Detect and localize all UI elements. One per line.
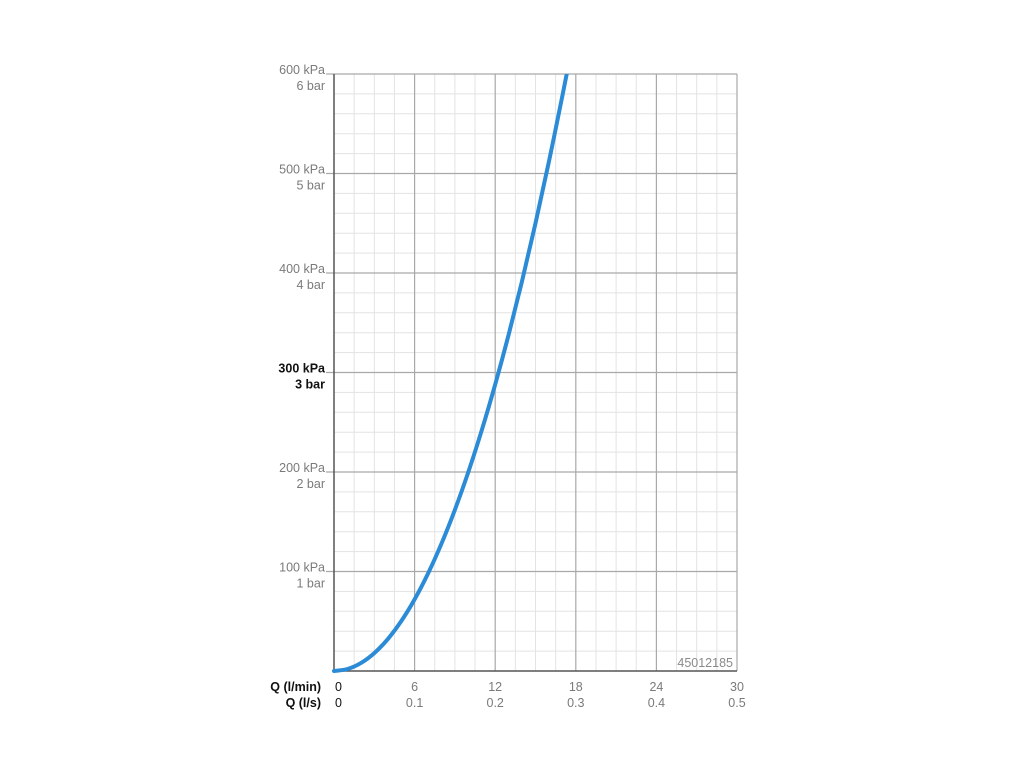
y-tick-label-kpa: 100 kPa [279,561,325,575]
x-tick-label-lmin: 30 [730,680,744,694]
flow-curve-line [332,74,569,673]
major-grid [326,74,737,671]
x-axis-title-ls: Q (l/s) [286,696,321,710]
y-tick-label-bar: 1 bar [297,577,326,591]
x-axis-labels: Q (l/min) Q (l/s) 0 0 6 0.1 12 0.2 18 0.3 24 0.4 30 0… [270,680,745,710]
y-tick-label-bar: 3 bar [295,378,325,392]
x-tick-label-lmin: 24 [649,680,663,694]
x-tick-label-ls: 0.3 [567,696,584,710]
y-axis-labels: 100 kPa 1 bar 200 kPa 2 bar 300 kPa 3 bar 400 … [278,63,326,591]
y-tick-label-bar: 6 bar [297,79,326,93]
x-tick-label-lmin: 6 [411,680,418,694]
y-tick-label-kpa: 300 kPa [278,362,326,376]
y-tick-label-bar: 4 bar [297,278,326,292]
x-tick-label-ls: 0.1 [406,696,423,710]
y-tick-label-bar: 5 bar [297,179,326,193]
y-tick-label-kpa: 200 kPa [279,461,325,475]
x-axis-title-lmin: Q (l/min) [270,680,321,694]
x-tick-label-ls: 0.5 [728,696,745,710]
y-tick-label-bar: 2 bar [297,477,326,491]
x-tick-label-lmin: 0 [335,680,342,694]
y-tick-label-kpa: 500 kPa [279,163,325,177]
x-tick-label-lmin: 12 [488,680,502,694]
x-tick-label-ls: 0.4 [648,696,665,710]
series-layer [332,74,569,673]
y-tick-label-kpa: 400 kPa [279,262,325,276]
x-tick-label-ls: 0 [335,696,342,710]
chart-code-label: 45012185 [677,656,733,670]
plot-frame [326,73,738,672]
x-tick-label-lmin: 18 [569,680,583,694]
y-tick-label-kpa: 600 kPa [279,63,325,77]
x-tick-label-ls: 0.2 [487,696,504,710]
